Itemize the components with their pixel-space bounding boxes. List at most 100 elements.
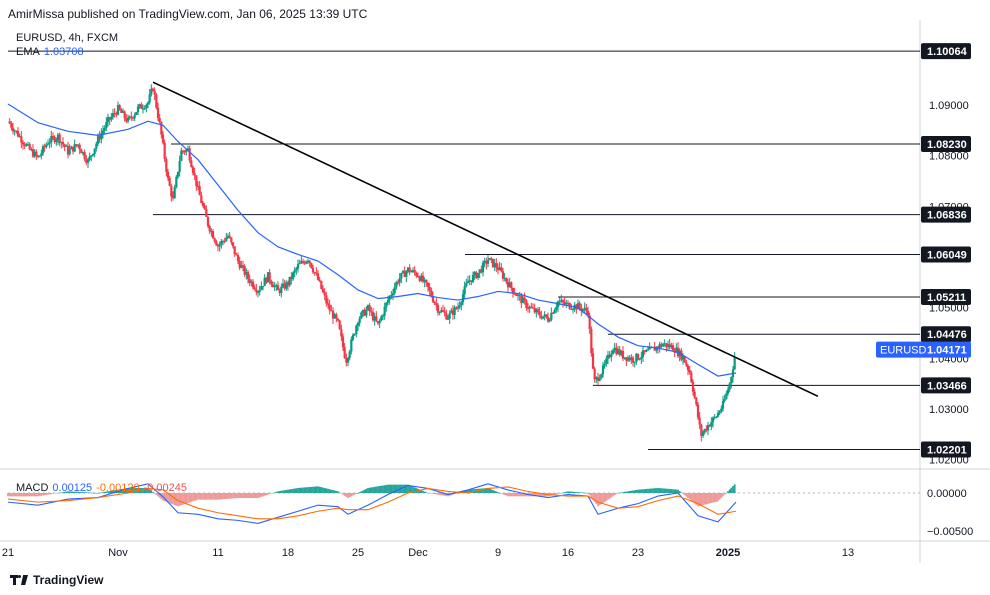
- candle-body: [378, 320, 381, 324]
- macd-histogram-bar: [265, 493, 268, 496]
- candle-body: [503, 277, 506, 279]
- macd-histogram-bar: [648, 488, 651, 493]
- candle-body: [10, 123, 13, 128]
- candle-body: [670, 345, 673, 348]
- macd-histogram-bar: [172, 493, 174, 505]
- macd-histogram-bar: [128, 487, 131, 493]
- macd-histogram-bar: [53, 493, 56, 494]
- candle-body: [523, 297, 526, 301]
- candle-body: [478, 269, 481, 274]
- candle-body: [361, 309, 365, 313]
- candle-body: [280, 286, 283, 294]
- candle-body: [288, 276, 291, 286]
- macd-histogram-bar: [605, 493, 608, 501]
- time-axis-label: 23: [632, 547, 644, 559]
- macd-histogram-value: -0.00245: [143, 482, 188, 494]
- candle-body: [491, 258, 495, 268]
- candle-body: [708, 425, 711, 427]
- candle-body: [155, 94, 158, 108]
- candle-body: [195, 175, 198, 187]
- candle-body: [416, 276, 420, 278]
- candle-body: [183, 151, 186, 153]
- macd-histogram-bar: [147, 487, 149, 493]
- macd-histogram-bar: [197, 493, 199, 500]
- macd-histogram-bar: [368, 487, 371, 493]
- candle-body: [400, 272, 403, 279]
- macd-histogram-bar: [90, 492, 93, 494]
- candle-body: [276, 285, 280, 291]
- macd-histogram-bar: [18, 493, 21, 497]
- macd-histogram-bar: [8, 493, 11, 497]
- candle-body: [328, 304, 331, 311]
- macd-histogram-bar: [657, 487, 659, 493]
- macd-histogram-bar: [608, 493, 611, 499]
- time-axis-label: 16: [562, 547, 574, 559]
- macd-histogram-bar: [143, 487, 146, 493]
- macd-histogram-bar: [517, 493, 519, 497]
- candle-body: [66, 145, 70, 155]
- candle-body: [278, 290, 281, 294]
- macd-histogram-bar: [263, 493, 266, 496]
- time-axis-label: 25: [352, 547, 364, 559]
- macd-histogram-bar: [148, 489, 151, 493]
- candle-body: [81, 152, 85, 154]
- candle-body: [233, 246, 236, 255]
- candle-body: [551, 312, 555, 314]
- candle-body: [716, 413, 720, 417]
- macd-histogram-bar: [522, 493, 524, 497]
- ema-label: EMA: [16, 46, 40, 58]
- macd-histogram-bar: [250, 493, 253, 499]
- candle-body: [403, 270, 406, 277]
- macd-histogram-bar: [242, 493, 244, 499]
- candle-body: [350, 339, 353, 352]
- macd-histogram-bar: [200, 493, 203, 500]
- macd-histogram-bar: [455, 493, 458, 494]
- candle-body: [266, 272, 270, 283]
- candle-body: [423, 279, 426, 282]
- time-axis-label: 2025: [716, 547, 740, 559]
- macd-histogram-bar: [300, 487, 303, 493]
- candle-body: [243, 265, 246, 275]
- candle-body: [101, 130, 105, 134]
- candle-body: [561, 300, 565, 303]
- macd-histogram-bar: [78, 491, 81, 493]
- candle-body: [251, 281, 255, 288]
- macd-histogram-bar: [370, 487, 373, 493]
- macd-histogram-bar: [27, 493, 29, 497]
- macd-histogram-bar: [320, 487, 323, 493]
- symbol-line: EURUSD, 4h, FXCM: [16, 32, 119, 44]
- candle-body: [286, 282, 290, 286]
- tradingview-brand[interactable]: TradingView: [10, 573, 103, 587]
- candle-body: [256, 291, 260, 293]
- macd-histogram-bar: [100, 492, 103, 494]
- macd-histogram-bar: [558, 493, 561, 494]
- level-label: 1.03466: [927, 380, 967, 392]
- macd-histogram-bar: [193, 493, 196, 501]
- candle-body: [11, 127, 15, 132]
- candle-body: [698, 417, 701, 425]
- macd-histogram-bar: [170, 493, 173, 504]
- macd-histogram-bar: [708, 493, 711, 504]
- candle-body: [588, 315, 591, 329]
- macd-histogram-bar: [113, 490, 116, 493]
- candle-body: [481, 262, 485, 273]
- candle-body: [450, 310, 453, 314]
- candle-body: [368, 305, 371, 312]
- candle-body: [170, 185, 173, 197]
- candle-body: [700, 424, 703, 436]
- macd-histogram-bar: [153, 493, 156, 494]
- macd-histogram-bar: [102, 492, 104, 493]
- candle-body: [625, 357, 628, 361]
- macd-histogram-bar: [208, 493, 211, 500]
- macd-histogram-bar: [255, 493, 258, 499]
- candle-body: [653, 346, 656, 351]
- macd-histogram-bar: [333, 490, 336, 493]
- candle-body: [70, 146, 73, 150]
- candle-body: [500, 267, 503, 272]
- candle-body: [270, 281, 273, 285]
- macd-histogram-bar: [157, 493, 159, 497]
- candle-body: [246, 272, 250, 279]
- macd-histogram-bar: [63, 491, 66, 493]
- candle-body: [383, 306, 386, 316]
